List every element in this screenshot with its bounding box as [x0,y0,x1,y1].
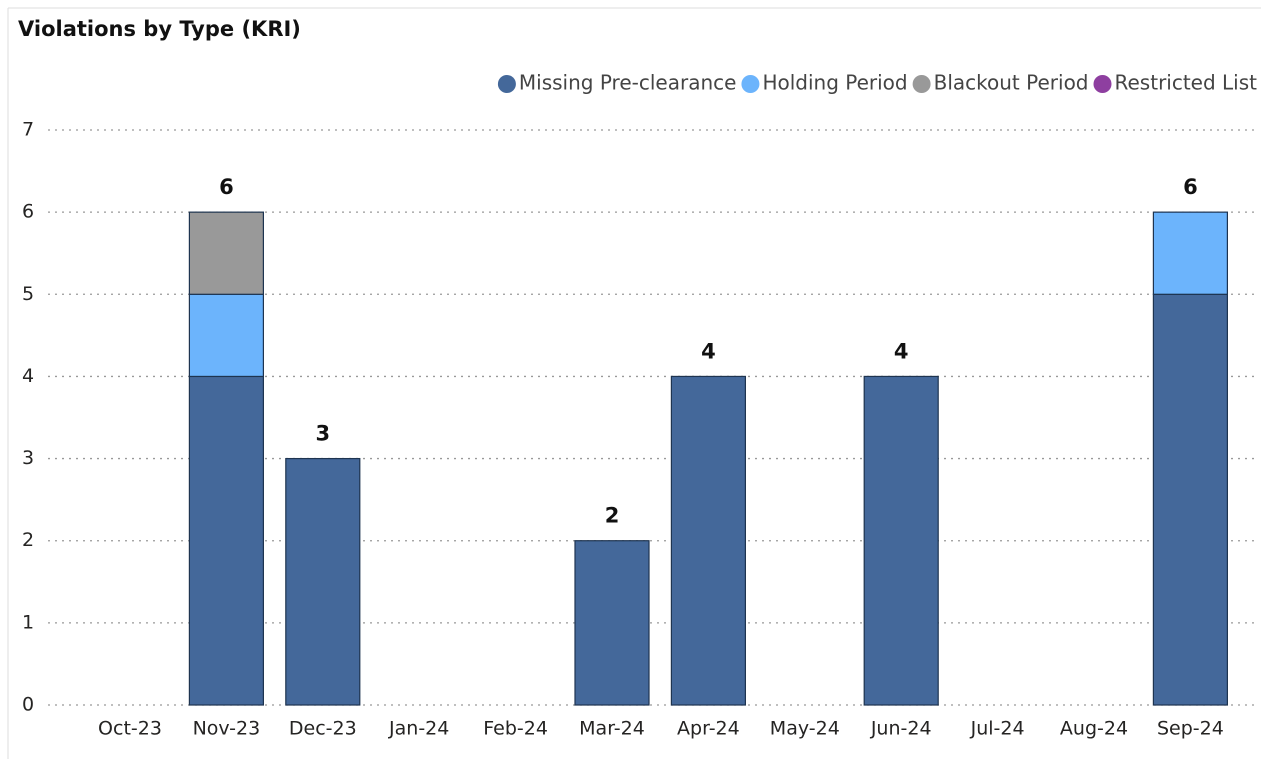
x-tick-label: Jan-24 [388,718,449,740]
total-label: 4 [701,339,716,363]
x-tick-label: Feb-24 [483,718,548,740]
total-label: 3 [315,422,330,446]
bar-segment [670,375,747,706]
x-tick-label: Apr-24 [677,718,740,740]
chart-title: Violations by Type (KRI) [18,17,301,41]
y-tick-label: 7 [22,119,34,141]
x-tick-label: May-24 [770,718,840,740]
legend-swatch [1093,75,1112,93]
bar-segment [1152,211,1229,295]
legend-swatch [497,75,516,93]
total-label: 2 [605,504,620,528]
y-tick-label: 4 [22,365,34,387]
bar-segment [188,293,264,378]
total-label: 6 [1183,175,1198,199]
legend-label: Restricted List [1115,71,1258,95]
legend-swatch [912,75,931,93]
legend-label: Missing Pre-clearance [519,71,737,95]
x-tick-label: Jul-24 [970,718,1025,740]
total-label: 6 [219,175,234,199]
y-tick-label: 5 [22,283,34,305]
x-tick-label: Oct-23 [98,718,162,740]
legend-label: Blackout Period [934,71,1089,95]
y-tick-label: 1 [22,611,34,633]
y-tick-label: 6 [22,201,34,223]
y-tick-label: 2 [22,529,34,551]
legend-swatch [741,75,760,93]
total-label: 4 [894,339,909,363]
x-tick-label: Mar-24 [579,718,645,740]
x-tick-label: Nov-23 [193,718,261,740]
bar-segment [188,211,264,295]
legend-label: Holding Period [762,71,907,95]
bar-segment [188,375,264,706]
x-tick-label: Dec-23 [289,718,357,740]
bar-segment [863,375,939,706]
bar-segment [574,540,650,706]
x-tick-label: Aug-24 [1060,718,1128,740]
bar-segment [1152,293,1229,706]
bar-segment [285,457,361,706]
legend: Restricted List Blackout Period Holding Pe… [497,71,1258,95]
x-tick-label: Sep-24 [1157,718,1224,740]
y-tick-label: 0 [22,694,34,716]
x-tick-label: Jun-24 [870,718,932,740]
y-tick-label: 3 [22,447,34,469]
